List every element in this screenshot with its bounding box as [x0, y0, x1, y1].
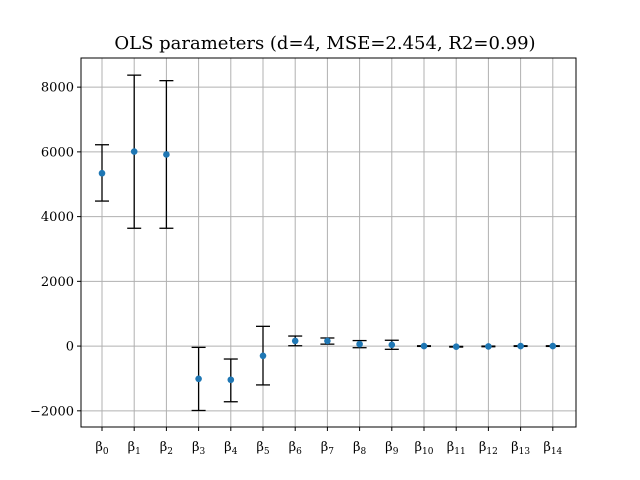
x-tick-label: β14 — [543, 440, 562, 457]
y-tick-label: 8000 — [41, 81, 74, 96]
y-tick-label: 4000 — [41, 210, 74, 225]
grid-lines — [81, 58, 576, 427]
x-tick-label: β6 — [289, 440, 303, 457]
data-points — [98, 148, 557, 384]
x-axis-ticks: β0 β1 β2 β3 β4 β5 β6 β7 β8 β9 β10 β11 β12 β13 β14 — [95, 427, 563, 457]
x-tick-label: β7 — [321, 440, 335, 457]
x-tick-label: β9 — [385, 440, 399, 457]
data-point — [452, 343, 460, 351]
data-point — [517, 342, 524, 350]
y-tick-label: 0 — [66, 340, 74, 355]
x-tick-label: β2 — [160, 440, 173, 457]
data-point — [388, 341, 396, 349]
x-tick-label: β10 — [415, 440, 434, 457]
data-point — [324, 337, 331, 345]
x-tick-label: β11 — [447, 440, 466, 457]
data-point — [259, 352, 267, 360]
data-point — [485, 343, 492, 350]
data-point — [130, 148, 138, 155]
data-point — [98, 169, 106, 177]
x-tick-label: β13 — [511, 440, 530, 457]
x-tick-label: β5 — [256, 440, 270, 457]
data-point — [356, 340, 363, 348]
x-tick-label: β12 — [479, 440, 498, 457]
data-point — [291, 337, 299, 345]
y-tick-label: −2000 — [30, 404, 74, 419]
data-point — [163, 151, 170, 158]
data-point — [549, 342, 557, 350]
chart-title: OLS parameters (d=4, MSE=2.454, R2=0.99) — [114, 33, 535, 54]
data-point — [420, 342, 428, 350]
x-tick-label: β8 — [353, 440, 367, 457]
x-tick-label: β1 — [128, 440, 141, 457]
data-point — [195, 375, 202, 383]
x-tick-label: β4 — [224, 440, 238, 457]
plot-area-frame — [80, 57, 577, 428]
y-tick-label: 6000 — [41, 145, 74, 160]
x-tick-label: β0 — [95, 440, 109, 457]
data-point — [227, 376, 235, 384]
x-tick-label: β3 — [192, 440, 206, 457]
y-tick-label: 2000 — [41, 275, 74, 290]
y-axis-ticks: −2000 0 2000 4000 6000 8000 — [30, 81, 81, 419]
